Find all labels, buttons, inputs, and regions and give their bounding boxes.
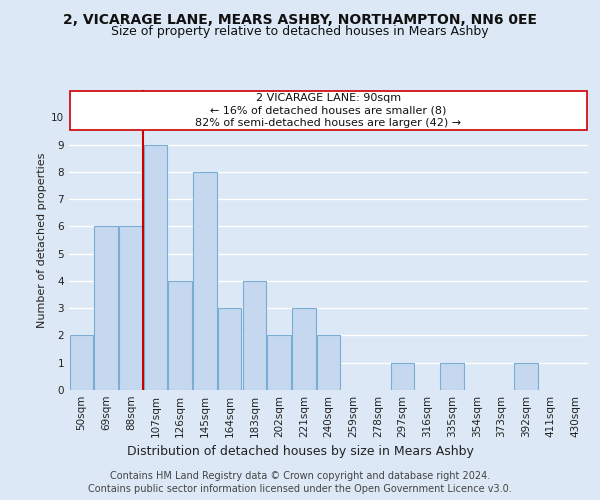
- Bar: [391, 362, 415, 390]
- Bar: [70, 336, 93, 390]
- Bar: [268, 336, 291, 390]
- Bar: [119, 226, 143, 390]
- Text: 82% of semi-detached houses are larger (42) →: 82% of semi-detached houses are larger (…: [196, 118, 461, 128]
- FancyBboxPatch shape: [70, 90, 587, 130]
- Bar: [193, 172, 217, 390]
- Bar: [440, 362, 464, 390]
- Y-axis label: Number of detached properties: Number of detached properties: [37, 152, 47, 328]
- Bar: [514, 362, 538, 390]
- Text: Contains HM Land Registry data © Crown copyright and database right 2024.: Contains HM Land Registry data © Crown c…: [110, 471, 490, 481]
- Text: ← 16% of detached houses are smaller (8): ← 16% of detached houses are smaller (8): [211, 105, 446, 115]
- Bar: [144, 144, 167, 390]
- Bar: [94, 226, 118, 390]
- Text: Distribution of detached houses by size in Mears Ashby: Distribution of detached houses by size …: [127, 444, 473, 458]
- Bar: [169, 281, 192, 390]
- Bar: [218, 308, 241, 390]
- Text: 2 VICARAGE LANE: 90sqm: 2 VICARAGE LANE: 90sqm: [256, 92, 401, 102]
- Bar: [242, 281, 266, 390]
- Text: Contains public sector information licensed under the Open Government Licence v3: Contains public sector information licen…: [88, 484, 512, 494]
- Bar: [317, 336, 340, 390]
- Bar: [292, 308, 316, 390]
- Text: 2, VICARAGE LANE, MEARS ASHBY, NORTHAMPTON, NN6 0EE: 2, VICARAGE LANE, MEARS ASHBY, NORTHAMPT…: [63, 12, 537, 26]
- Text: Size of property relative to detached houses in Mears Ashby: Size of property relative to detached ho…: [111, 25, 489, 38]
